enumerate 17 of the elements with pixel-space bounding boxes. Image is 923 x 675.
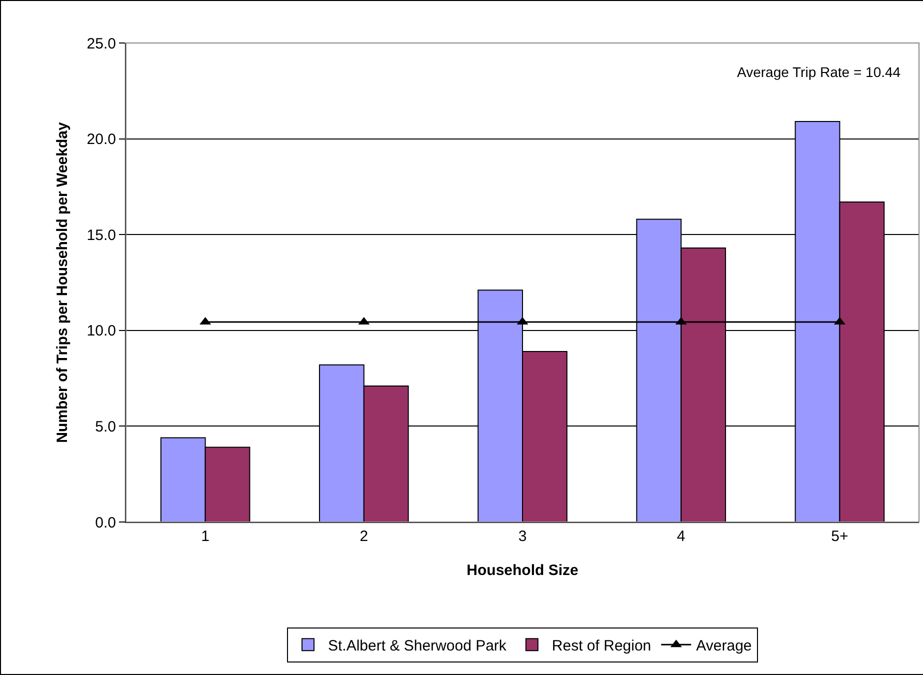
- y-tick-label: 20.0: [86, 131, 116, 148]
- y-axis-title: Number of Trips per Household per Weekday: [54, 122, 72, 443]
- y-tick-label: 25.0: [86, 35, 116, 52]
- legend-label: St.Albert & Sherwood Park: [328, 637, 507, 654]
- x-tick-label: 1: [201, 528, 210, 545]
- y-tick-label: 15.0: [86, 226, 116, 244]
- annotation: Average Trip Rate = 10.44: [737, 64, 901, 80]
- x-tick-label: 4: [676, 528, 686, 545]
- y-tick-label: 5.0: [95, 418, 116, 436]
- x-tick-label: 3: [518, 528, 527, 545]
- legend-label: Rest of Region: [552, 637, 652, 654]
- legend-label: Average: [696, 637, 752, 654]
- x-tick-label: 2: [360, 528, 368, 545]
- x-axis-title: Household Size: [466, 562, 578, 579]
- x-tick-label: 5+: [831, 528, 848, 545]
- y-tick-label: 10.0: [86, 322, 116, 340]
- y-tick-label: 0.0: [95, 514, 116, 532]
